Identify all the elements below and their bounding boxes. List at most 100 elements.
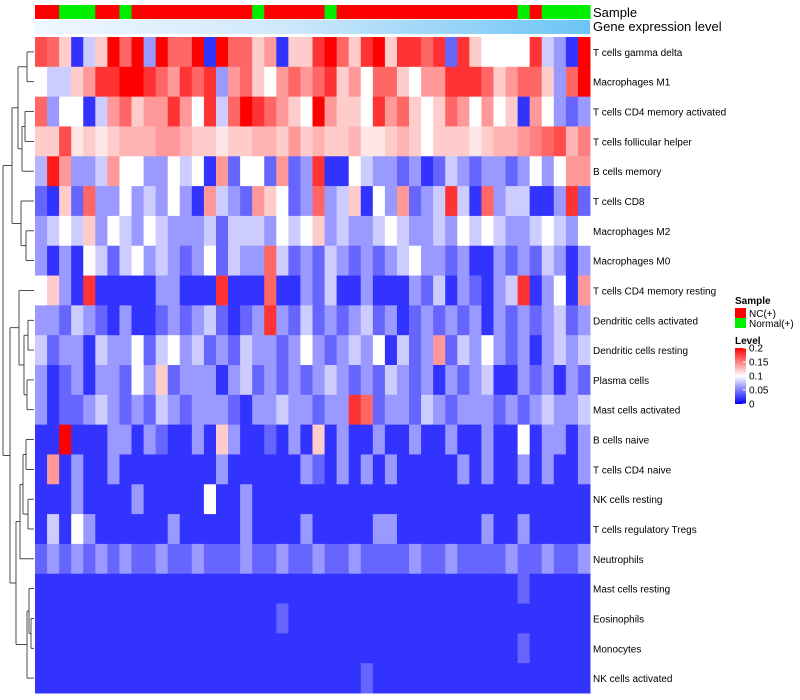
heatmap-cell <box>312 484 326 515</box>
heatmap-cell <box>409 186 422 217</box>
heatmap-cell <box>505 633 519 664</box>
heatmap-cell <box>155 394 169 426</box>
heatmap-cell <box>107 514 120 545</box>
heatmap-cell <box>203 394 217 426</box>
heatmap-cell <box>71 305 84 336</box>
heatmap-cell <box>228 663 241 694</box>
heatmap-cell <box>215 126 229 157</box>
heatmap-cell <box>409 633 422 664</box>
heatmap-cell <box>228 365 241 396</box>
heatmap-cell <box>493 543 507 575</box>
heatmap-cell <box>191 126 205 157</box>
heatmap-cell <box>421 215 434 247</box>
heatmap-cell <box>565 603 579 634</box>
heatmap-cell <box>71 66 84 98</box>
heatmap-cell <box>421 245 434 277</box>
heatmap-cell <box>131 424 145 455</box>
heatmap-cell <box>505 305 519 336</box>
heatmap-cell <box>553 394 567 426</box>
heatmap-cell <box>336 305 350 336</box>
heatmap-cell <box>288 335 301 366</box>
heatmap-cell <box>529 633 543 664</box>
heatmap-cell <box>107 275 120 306</box>
heatmap-cell <box>348 633 362 664</box>
heatmap-cell <box>457 305 470 336</box>
heatmap-cell <box>107 305 120 336</box>
heatmap-cell <box>360 394 374 426</box>
heatmap-cell <box>288 543 301 575</box>
heatmap-cell <box>252 394 265 426</box>
heatmap-cell <box>252 66 265 98</box>
heatmap-cell <box>372 215 386 247</box>
heatmap-cell <box>288 186 301 217</box>
heatmap-cell <box>264 275 277 306</box>
heatmap-cell <box>445 245 458 277</box>
heatmap-cell <box>264 245 277 277</box>
heatmap-cell <box>143 245 157 277</box>
heatmap-cell <box>95 275 108 306</box>
heatmap-cell <box>83 66 96 98</box>
heatmap-cell <box>143 186 157 217</box>
heatmap-cell <box>288 484 301 515</box>
heatmap-cell <box>131 96 145 127</box>
heatmap-cell <box>553 186 567 217</box>
heatmap-cell <box>396 663 410 694</box>
heatmap-cell <box>35 96 48 127</box>
heatmap-cell <box>143 424 157 455</box>
heatmap-cell <box>264 573 277 605</box>
heatmap-cell <box>47 484 60 515</box>
heatmap-cell <box>324 215 338 247</box>
heatmap-cell <box>372 603 386 634</box>
heatmap-cell <box>35 365 48 396</box>
heatmap-cell <box>372 394 386 426</box>
heatmap-cell <box>336 66 350 98</box>
heatmap-cell <box>565 156 579 187</box>
heatmap-cell <box>71 633 84 664</box>
heatmap-cell <box>83 215 96 247</box>
legend-nc-label: NC(+) <box>749 309 776 320</box>
heatmap-cell <box>119 633 133 664</box>
heatmap-cell <box>529 186 543 217</box>
heatmap-cell <box>553 543 567 575</box>
heatmap-cell <box>107 126 120 157</box>
heatmap-cell <box>481 275 494 306</box>
heatmap-cell <box>505 186 519 217</box>
heatmap-cell <box>577 663 591 694</box>
heatmap-cell <box>312 514 326 545</box>
heatmap-cell <box>203 335 217 366</box>
heatmap-cell <box>396 305 410 336</box>
row-label: T cells CD4 memory activated <box>593 108 726 119</box>
heatmap-cell <box>421 514 434 545</box>
heatmap-cell <box>577 215 591 247</box>
heatmap-cell <box>553 66 567 98</box>
heatmap-cell <box>529 514 543 545</box>
heatmap-cell <box>215 335 229 366</box>
heatmap-cell <box>240 305 253 336</box>
heatmap-cell <box>384 484 398 515</box>
heatmap-cell <box>493 305 507 336</box>
heatmap-cell <box>445 633 458 664</box>
heatmap-cell <box>191 633 205 664</box>
heatmap-cell <box>300 335 313 366</box>
heatmap-cell <box>276 365 289 396</box>
heatmap-cell <box>469 335 482 366</box>
heatmap-cell <box>95 663 108 694</box>
row-label: Monocytes <box>593 644 641 655</box>
heatmap-cell <box>348 365 362 396</box>
heatmap-cell <box>276 66 289 98</box>
heatmap-cell <box>119 215 133 247</box>
heatmap-cell <box>505 484 519 515</box>
heatmap-cell <box>396 66 410 98</box>
heatmap-cell <box>577 245 591 277</box>
heatmap-cell <box>71 275 84 306</box>
heatmap-cell <box>505 394 519 426</box>
heatmap-cell <box>372 484 386 515</box>
heatmap-cell <box>409 394 422 426</box>
heatmap-cell <box>167 633 181 664</box>
heatmap-cell <box>360 603 374 634</box>
heatmap-cell <box>433 66 446 98</box>
heatmap-cell <box>47 37 60 68</box>
heatmap-cell <box>384 543 398 575</box>
heatmap-cell <box>360 305 374 336</box>
row-label: Macrophages M2 <box>593 227 671 238</box>
